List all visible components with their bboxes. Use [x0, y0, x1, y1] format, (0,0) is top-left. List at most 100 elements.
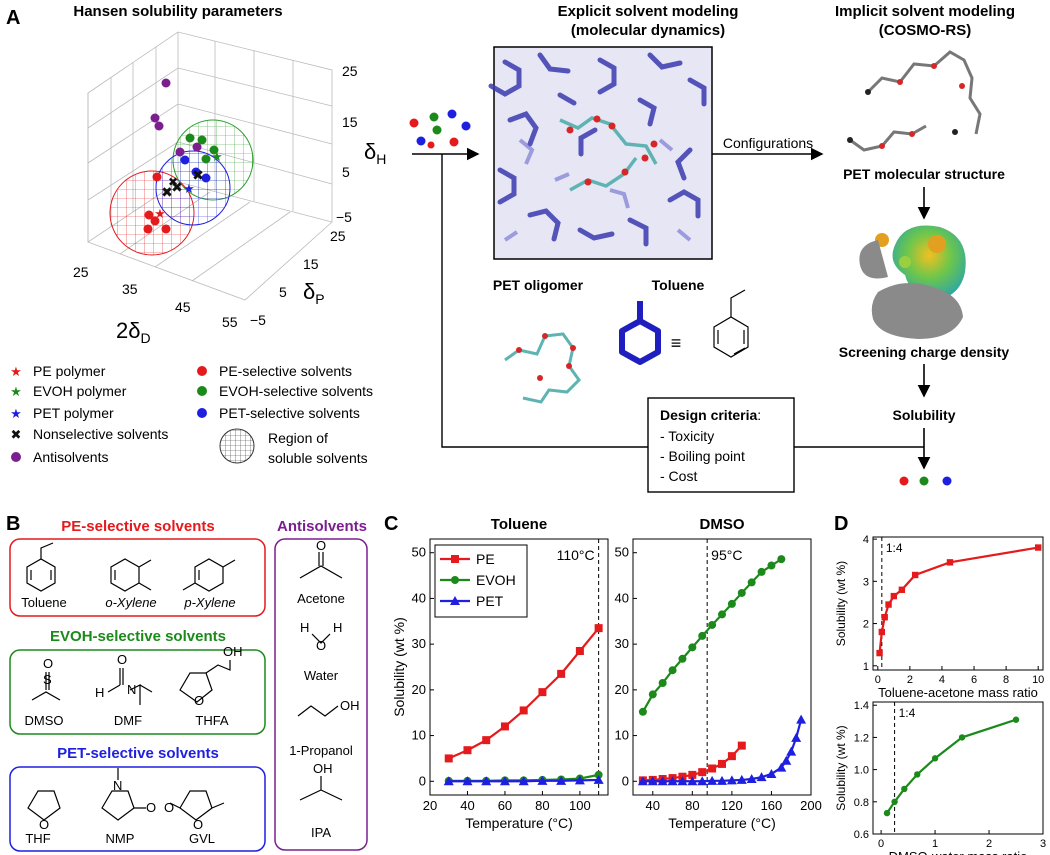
y-axis-label: Solubility (wt %): [834, 725, 848, 810]
data-point-pe: [1034, 544, 1042, 551]
svg-text:IPA: IPA: [311, 825, 331, 840]
pet-oligomer-image: [504, 332, 581, 404]
hansen-title: Hansen solubility parameters: [73, 3, 282, 20]
toluene-label: Toluene: [652, 277, 705, 293]
y-tick-label: 10: [615, 728, 629, 743]
svg-text:- Cost: - Cost: [660, 468, 697, 484]
legend-label: Region of: [268, 430, 328, 446]
data-point-evoh: [658, 679, 667, 687]
svg-text:25: 25: [330, 228, 346, 244]
reference-line-label: 1:4: [886, 541, 903, 555]
data-point-evoh: [678, 654, 687, 663]
series-line-evoh: [641, 558, 782, 713]
svg-text:✖: ✖: [192, 167, 204, 183]
x-tick-label: 80: [535, 798, 549, 813]
data-point-pe: [688, 770, 697, 779]
svg-text:✖: ✖: [161, 184, 173, 200]
svg-text:✖: ✖: [171, 179, 183, 195]
data-point-pet: [796, 714, 807, 724]
data-point-evoh: [891, 798, 898, 806]
svg-text:PET-selective solvents: PET-selective solvents: [57, 745, 219, 762]
svg-text:OH: OH: [340, 698, 360, 713]
data-point-pet: [443, 776, 454, 786]
svg-text:DMSO: DMSO: [25, 713, 64, 728]
x-tick-label: 80: [685, 798, 699, 813]
svg-text:GVL: GVL: [189, 831, 215, 846]
data-point-pet: [791, 732, 802, 742]
data-point-evoh: [718, 610, 726, 619]
data-point-pe: [594, 624, 603, 633]
legend-label: Nonselective solvents: [33, 426, 168, 442]
data-point-pe: [557, 669, 566, 678]
legend-star-icon: ★: [10, 384, 22, 399]
data-point-pe: [718, 759, 726, 768]
x-tick-label: 6: [971, 674, 977, 686]
data-point-pe: [876, 649, 883, 657]
legend-marker: [451, 555, 459, 563]
data-point-evoh: [638, 707, 647, 716]
legend-cross-icon: ✖: [11, 427, 22, 442]
panel-label-c: C: [384, 513, 398, 535]
data-point-pe: [737, 741, 746, 750]
data-point-pet: [556, 775, 567, 785]
svg-text:p-Xylene: p-Xylene: [183, 595, 235, 610]
data-point-evoh: [767, 561, 776, 570]
antisolvent-box: Antisolvents O HOH OH OH Acetone Water 1…: [274, 518, 368, 851]
chart-frame: [632, 538, 812, 796]
legend-label: PE-selective solvents: [219, 363, 352, 379]
chart-1: Toluene 20 40 60 80 100 0 10 20 30 40 50 Temperature…: [391, 516, 609, 831]
y-tick-label: 0.8: [854, 797, 869, 809]
svg-text:OH: OH: [223, 644, 243, 659]
data-point-evoh: [931, 755, 939, 762]
design-criteria-box: Design criteria: - Toxicity - Boiling po…: [647, 397, 795, 493]
y-tick-label: 4: [863, 534, 869, 546]
svg-text:−5: −5: [336, 209, 352, 225]
chart-title: DMSO: [700, 516, 745, 533]
svg-text:15: 15: [303, 256, 319, 272]
data-point-pet: [462, 776, 473, 786]
evoh-solvent-box: EVOH-selective solvents SO OH N OOH DMSO …: [9, 628, 266, 735]
data-point-pe: [482, 736, 491, 745]
panel-label-a: A: [6, 7, 20, 29]
panel-label-b: B: [6, 513, 20, 535]
data-point-evoh: [727, 599, 736, 608]
svg-text:5: 5: [342, 164, 350, 180]
data-point-pet: [726, 775, 737, 785]
svg-text:OH: OH: [313, 761, 333, 776]
data-point-pet: [746, 774, 757, 783]
svg-text:★: ★: [154, 206, 166, 221]
y-tick-label: 1.4: [854, 700, 869, 712]
x-tick-label: 1: [932, 838, 938, 850]
data-point-pet: [647, 776, 658, 786]
svg-text:25: 25: [73, 264, 89, 280]
x-tick-label: 160: [761, 798, 783, 813]
data-point-evoh: [901, 785, 908, 793]
pe-solvent-box: PE-selective solvents Toluene o-Xylene p…: [9, 518, 266, 617]
y-tick-label: 50: [615, 545, 629, 560]
y-tick-label: 1.0: [854, 765, 869, 777]
x-tick-label: 10: [1032, 674, 1044, 686]
svg-text:2δD: 2δD: [116, 318, 151, 346]
x-tick-label: 20: [423, 798, 437, 813]
svg-text:N: N: [113, 778, 122, 793]
svg-text:δH: δH: [364, 139, 386, 167]
x-tick-label: 120: [721, 798, 743, 813]
data-point-pe: [898, 586, 906, 593]
data-point-evoh: [698, 631, 707, 640]
x-axis-label: Temperature (°C): [465, 815, 573, 831]
svg-text:S: S: [43, 672, 52, 687]
svg-text:5: 5: [279, 284, 287, 300]
data-point-pet: [499, 776, 510, 786]
data-point-pet: [593, 774, 604, 784]
svg-text:O: O: [43, 656, 53, 671]
svg-text:★: ★: [183, 181, 195, 196]
data-point-pe: [878, 628, 886, 636]
x-tick-label: 2: [907, 674, 913, 686]
y-tick-label: 1.2: [854, 732, 869, 744]
chart-legend: PE EVOH PET: [434, 544, 528, 618]
legend-series-label: PET: [476, 593, 504, 609]
svg-text:✖: ✖: [168, 175, 178, 189]
data-point-pe: [911, 571, 919, 579]
